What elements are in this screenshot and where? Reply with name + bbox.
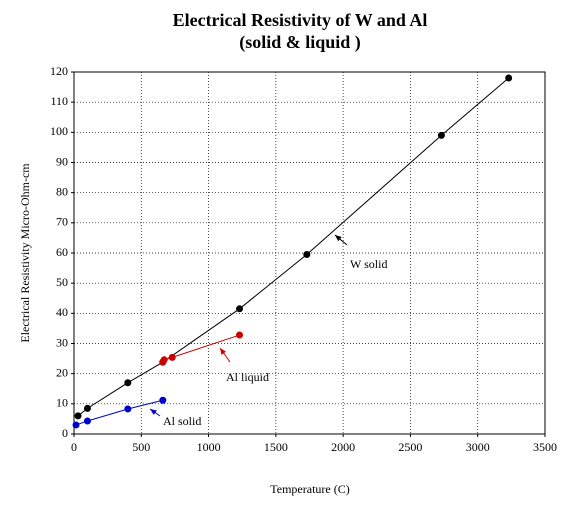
data-point [74, 412, 82, 420]
chart-subtitle: (solid & liquid ) [239, 32, 361, 53]
data-point [72, 421, 80, 429]
series-label: Al liquid [226, 370, 269, 384]
x-axis-label: Temperature (C) [270, 482, 349, 496]
data-point [236, 331, 244, 339]
data-point [437, 131, 445, 139]
y-tick-label: 0 [62, 426, 68, 440]
data-point [159, 396, 167, 404]
plot-frame [73, 71, 546, 435]
y-tick-label: 30 [56, 335, 68, 349]
x-tick-label: 2500 [398, 440, 422, 454]
y-tick-label: 120 [50, 64, 68, 78]
x-tick-label: 3500 [533, 440, 557, 454]
data-point [505, 74, 513, 82]
y-axis-label: Electrical Resistivity Micro-Ohm-cm [18, 163, 32, 343]
x-tick-label: 0 [71, 440, 77, 454]
series-label: Al solid [163, 414, 201, 428]
x-tick-label: 500 [132, 440, 150, 454]
y-tick-label: 40 [56, 305, 68, 319]
chart-title: Electrical Resistivity of W and Al [173, 10, 428, 30]
x-tick-label: 2000 [331, 440, 355, 454]
arrow-head [220, 348, 226, 355]
x-tick-label: 1500 [264, 440, 288, 454]
data-point [83, 404, 91, 412]
series-label: W solid [350, 257, 387, 271]
arrow-head [150, 409, 157, 415]
data-point [160, 356, 168, 364]
y-tick-label: 90 [56, 154, 68, 168]
x-tick-label: 1000 [197, 440, 221, 454]
y-tick-label: 70 [56, 215, 68, 229]
data-point [236, 305, 244, 313]
y-tick-label: 20 [56, 365, 68, 379]
y-tick-label: 60 [56, 245, 68, 259]
data-point [124, 405, 132, 413]
data-point [168, 353, 176, 361]
series-line [75, 399, 163, 426]
y-tick-label: 80 [56, 184, 68, 198]
y-tick-label: 10 [56, 396, 68, 410]
data-point [83, 417, 91, 425]
y-tick-label: 100 [50, 124, 68, 138]
x-tick-label: 3000 [466, 440, 490, 454]
data-point [124, 379, 132, 387]
y-tick-label: 110 [50, 94, 68, 108]
series-line [77, 77, 509, 417]
data-point [303, 251, 311, 259]
arrow-head [335, 235, 342, 242]
y-tick-label: 50 [56, 275, 68, 289]
